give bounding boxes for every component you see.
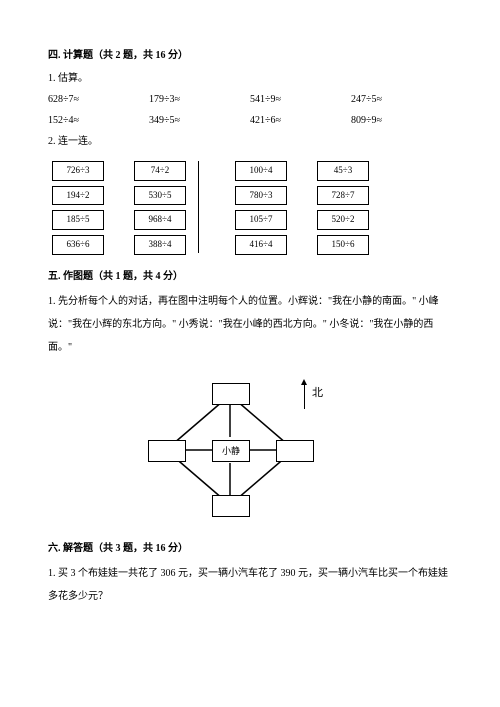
- est-item: 349÷5≈: [149, 111, 250, 130]
- box-right: [276, 440, 314, 462]
- est-row-1: 628÷7≈ 179÷3≈ 541÷9≈ 247÷5≈: [48, 90, 452, 109]
- match-cell: 100÷4: [235, 161, 287, 181]
- match-cell: 636÷6: [52, 235, 104, 255]
- match-cell: 728÷7: [317, 186, 369, 206]
- match-cell: 150÷6: [317, 235, 369, 255]
- match-cell: 520÷2: [317, 210, 369, 230]
- box-center: 小静: [212, 440, 250, 462]
- box-left: [148, 440, 186, 462]
- match-cell: 726÷3: [52, 161, 104, 181]
- match-cell: 416÷4: [235, 235, 287, 255]
- est-item: 152÷4≈: [48, 111, 149, 130]
- q1-label: 1. 估算。: [48, 69, 452, 88]
- section5-q1: 1. 先分析每个人的对话，再在图中注明每个人的位置。小辉说："我在小静的南面。"…: [48, 290, 452, 359]
- match-cell: 530÷5: [134, 186, 186, 206]
- est-item: 247÷5≈: [351, 90, 452, 109]
- q2-label: 2. 连一连。: [48, 132, 452, 151]
- match-cell: 388÷4: [134, 235, 186, 255]
- est-row-2: 152÷4≈ 349÷5≈ 421÷6≈ 809÷9≈: [48, 111, 452, 130]
- direction-diagram: 小静 北: [140, 375, 360, 525]
- match-cell: 780÷3: [235, 186, 287, 206]
- match-cell: 185÷5: [52, 210, 104, 230]
- section6-q1: 1. 买 3 个布娃娃一共花了 306 元，买一辆小汽车花了 390 元，买一辆…: [48, 562, 452, 608]
- match-cell: 194÷2: [52, 186, 104, 206]
- box-top: [212, 383, 250, 405]
- match-area: 726÷3 194÷2 185÷5 636÷6 74÷2 530÷5 968÷4…: [48, 161, 452, 255]
- match-cell: 105÷7: [235, 210, 287, 230]
- match-cell: 968÷4: [134, 210, 186, 230]
- est-item: 809÷9≈: [351, 111, 452, 130]
- match-cell: 74÷2: [134, 161, 186, 181]
- divider-line: [198, 161, 199, 253]
- section6-title: 六. 解答题（共 3 题，共 16 分）: [48, 539, 452, 558]
- est-item: 541÷9≈: [250, 90, 351, 109]
- est-item: 179÷3≈: [149, 90, 250, 109]
- north-arrow-line: [304, 383, 305, 409]
- est-item: 421÷6≈: [250, 111, 351, 130]
- section5-title: 五. 作图题（共 1 题，共 4 分）: [48, 267, 452, 286]
- box-bottom: [212, 495, 250, 517]
- north-label: 北: [312, 383, 323, 404]
- est-item: 628÷7≈: [48, 90, 149, 109]
- north-arrow-head: [301, 379, 307, 385]
- section4-title: 四. 计算题（共 2 题，共 16 分）: [48, 46, 452, 65]
- match-cell: 45÷3: [317, 161, 369, 181]
